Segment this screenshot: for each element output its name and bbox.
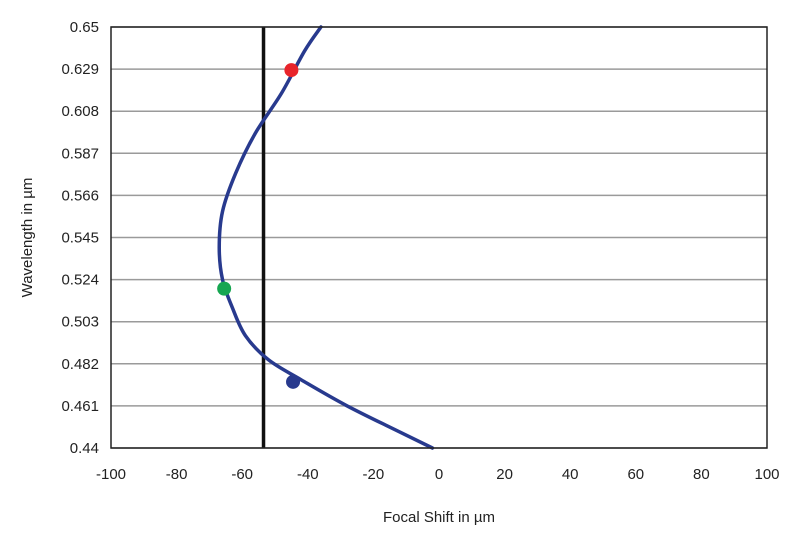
series-line [217,25,435,450]
data-point-marker [217,281,232,296]
plot-frame [110,26,768,449]
x-tick-label: -80 [166,466,188,483]
x-tick-label: 80 [693,466,710,483]
y-tick-label: 0.629 [61,61,99,78]
x-tick-label: 100 [754,466,779,483]
x-tick-label: 20 [496,466,513,483]
y-tick-label: 0.44 [70,440,99,457]
data-point-marker [284,63,299,78]
y-tick-label: 0.566 [61,187,99,204]
y-tick-label: 0.461 [61,398,99,415]
grid-lines [111,26,767,449]
y-tick-label: 0.503 [61,314,99,331]
x-tick-label: -40 [297,466,319,483]
x-tick-label: -60 [231,466,253,483]
y-axis-label: Wavelength in µm [19,178,36,298]
x-tick-label: 60 [627,466,644,483]
x-tick-labels: -100 -80 -60 -40 -20 0 20 40 60 80 100 [96,466,780,483]
markers-group [217,63,301,389]
x-tick-label: 40 [562,466,579,483]
data-point-marker [286,374,301,389]
y-tick-label: 0.545 [61,230,99,247]
y-tick-label: 0.524 [61,272,99,289]
x-tick-label: -20 [363,466,385,483]
y-tick-labels: 0.44 0.461 0.482 0.503 0.524 0.545 0.566 0.587 0… [61,19,99,457]
y-tick-label: 0.482 [61,356,99,373]
y-tick-label: 0.65 [70,19,99,36]
y-tick-label: 0.608 [61,103,99,120]
x-tick-label: -100 [96,466,126,483]
x-tick-label: 0 [435,466,443,483]
y-tick-label: 0.587 [61,145,99,162]
series-group [217,25,435,450]
x-axis-label: Focal Shift in µm [383,509,495,526]
